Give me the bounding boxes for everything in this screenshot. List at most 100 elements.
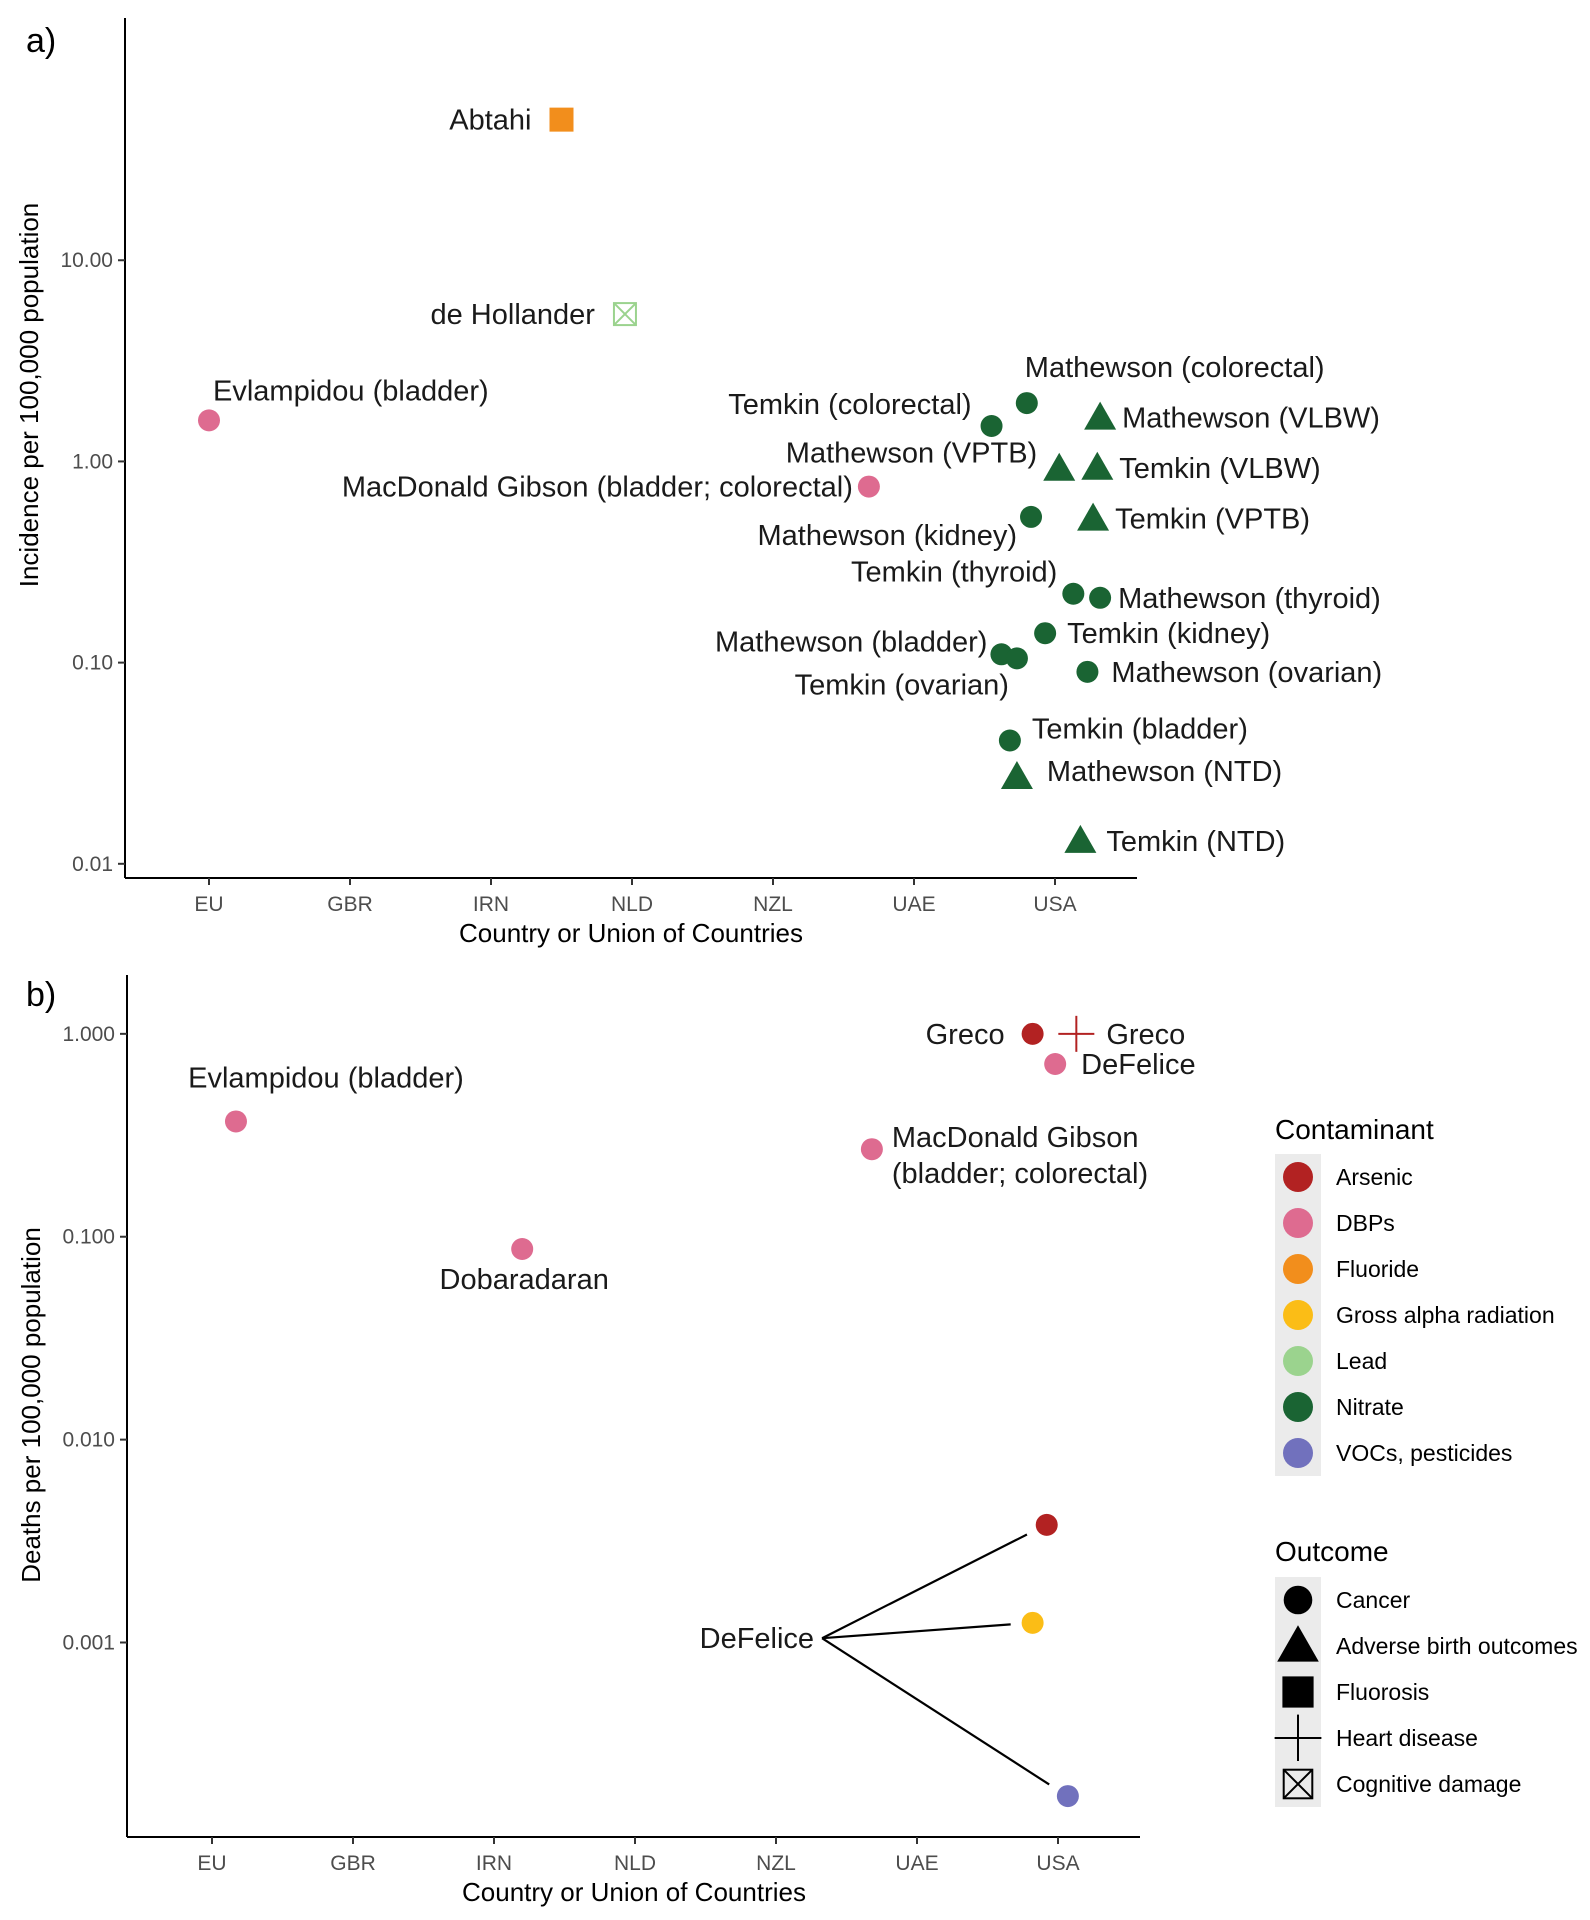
label-line: (bladder; colorectal)	[892, 1158, 1148, 1190]
panel-a-label-temkin-vlbw: Temkin (VLBW)	[1119, 453, 1320, 485]
panel-b-y-tick-label: 0.001	[62, 1632, 115, 1655]
legend-shape-cognitive-damage-diag-2	[1282, 1768, 1314, 1800]
label-line: Temkin (colorectal)	[728, 389, 971, 421]
label-line: Mathewson (VPTB)	[786, 438, 1037, 470]
panel-b-point-callout-6	[1035, 1513, 1058, 1536]
panel-a-label-temkin-bladder: Temkin (bladder)	[1032, 714, 1248, 746]
panel-a-labels: Abtahi de Hollander Evlampidou (bladder) Ma…	[213, 105, 1382, 858]
panel-b-point-dobaradaran	[511, 1238, 534, 1261]
legend-shape-heart-disease	[1274, 1714, 1322, 1762]
panel-a-x-tick-label: GBR	[327, 893, 373, 916]
legend-shape-cancer	[1283, 1585, 1313, 1615]
panel-a-x-tick-label: IRN	[473, 893, 509, 916]
label-line: Temkin (thyroid)	[851, 557, 1057, 589]
panel-a-label-temkin-vptb: Temkin (VPTB)	[1115, 504, 1310, 536]
legend-label-cognitive-damage: Cognitive damage	[1336, 1771, 1521, 1797]
panel-a-label-mathewson-ovarian: Mathewson (ovarian)	[1111, 657, 1382, 689]
panel-b-x-tick-label: NLD	[614, 1852, 656, 1875]
panel-a-label-mathewson-vlbw: Mathewson (VLBW)	[1122, 403, 1380, 435]
panel-b-points	[224, 1015, 1095, 1808]
panel-a-point-temkin-vptb	[1077, 502, 1110, 531]
label-line: Temkin (ovarian)	[795, 669, 1009, 701]
panel-a-point-abtahi	[549, 107, 574, 132]
legend-outcome-items: Cancer Adverse birth outcomes Fluorosis Hea…	[1274, 1577, 1578, 1807]
label-line: MacDonald Gibson	[892, 1122, 1139, 1154]
panel-a-point-temkin-thyroid	[1062, 582, 1085, 605]
legend-contaminant-items: Arsenic DBPs Fluoride Gross alpha radiation…	[1275, 1154, 1555, 1476]
panel-a-label-mathewson-bladder: Mathewson (bladder)	[715, 626, 987, 658]
legend-label-gross-alpha-radiation: Gross alpha radiation	[1336, 1302, 1555, 1328]
panel-a-label-temkin-kidney: Temkin (kidney)	[1067, 618, 1270, 650]
legend-label-arsenic: Arsenic	[1336, 1164, 1413, 1190]
legend-swatch-nitrate	[1283, 1392, 1313, 1422]
panel-b-x-ticks: EU GBR IRN NLD NZL UAE USA	[197, 1837, 1080, 1875]
legend-shape-adverse-birth-outcomes	[1277, 1625, 1319, 1662]
panel-b-label-dobaradaran: Dobaradaran	[440, 1264, 609, 1296]
legend-swatch-arsenic	[1283, 1162, 1313, 1192]
label-line: Temkin (bladder)	[1032, 714, 1248, 746]
panel-a-label-macdonald-gibson-bladder-colorectal: MacDonald Gibson (bladder; colorectal)	[342, 472, 853, 504]
panel-a-y-tick-label: 0.01	[72, 853, 113, 876]
legend-label-dbps: DBPs	[1336, 1210, 1395, 1236]
panel-a-point-mathewson-vptb	[1043, 452, 1076, 481]
label-line: Temkin (kidney)	[1067, 618, 1270, 650]
panel-a-point-temkin-bladder	[998, 729, 1021, 752]
panel-a-y-ticks: 10.00 1.00 0.10 0.01	[60, 249, 125, 876]
panel-a-point-evlampidou-bladder	[198, 409, 220, 432]
panel-b-point-evlampidou-bladder	[224, 1110, 247, 1133]
panel-a-label-temkin-thyroid: Temkin (thyroid)	[851, 557, 1057, 589]
panel-b-point-defelice	[1044, 1053, 1067, 1076]
panel-b-y-tick-label: 1.000	[62, 1023, 115, 1046]
legend-swatch-vocs-pesticides	[1283, 1438, 1313, 1468]
legend-label-nitrate: Nitrate	[1336, 1394, 1404, 1420]
panel-a-x-ticks: EU GBR IRN NLD NZL UAE USA	[194, 878, 1077, 916]
label-line: Mathewson (thyroid)	[1118, 583, 1381, 615]
legend-contaminant-title: Contaminant	[1275, 1114, 1434, 1145]
label-line: MacDonald Gibson (bladder; colorectal)	[342, 472, 853, 504]
legend-outcome-title: Outcome	[1275, 1536, 1389, 1567]
panel-a-point-mathewson-kidney	[1020, 505, 1043, 528]
panel-a: a) 10.00 1.00 0.10 0.01 EU GBR IRN NLD NZL UAE US…	[14, 18, 1382, 948]
panel-b-point-callout-7	[1021, 1611, 1044, 1634]
panel-b-tag: b)	[26, 976, 56, 1014]
panel-b-x-tick-label: NZL	[756, 1852, 796, 1875]
callout-label-defelice: DeFelice	[700, 1623, 814, 1655]
panel-a-point-mathewson-ntd	[1000, 761, 1033, 790]
panel-b-label-greco: Greco	[1106, 1019, 1185, 1051]
panel-a-point-de-hollander	[612, 302, 637, 327]
panel-a-point-temkin-ovarian	[1005, 647, 1028, 670]
panel-a-x-tick-label: USA	[1033, 893, 1076, 916]
label-line: Mathewson (VLBW)	[1122, 403, 1380, 435]
panel-b-x-tick-label: GBR	[330, 1852, 376, 1875]
label-line: Evlampidou (bladder)	[188, 1062, 464, 1094]
panel-a-point-temkin-ntd	[1064, 824, 1097, 853]
label-line: Temkin (VPTB)	[1115, 504, 1310, 536]
label-line: DeFelice	[1081, 1049, 1195, 1081]
panel-a-label-temkin-colorectal: Temkin (colorectal)	[728, 389, 971, 421]
callout-line	[821, 1533, 1028, 1640]
legend-label-fluorosis: Fluorosis	[1336, 1679, 1429, 1705]
panel-a-point-mathewson-thyroid	[1089, 586, 1112, 609]
panel-b-point-greco	[1021, 1022, 1044, 1045]
panel-a-x-tick-label: UAE	[892, 893, 935, 916]
panel-b-x-tick-label: IRN	[476, 1852, 512, 1875]
panel-a-label-abtahi: Abtahi	[449, 105, 531, 137]
panel-a-y-tick-label: 1.00	[72, 450, 113, 473]
panel-b-x-tick-label: USA	[1036, 1852, 1079, 1875]
panel-b: b) 1.000 0.100 0.010 0.001 EU GBR IRN NLD NZL UA…	[16, 975, 1196, 1907]
label-line: Mathewson (ovarian)	[1111, 657, 1382, 689]
panel-a-x-tick-label: NZL	[753, 893, 793, 916]
panel-b-x-axis-title: Country or Union of Countries	[462, 1877, 806, 1907]
legend-shape-fluorosis	[1282, 1676, 1314, 1708]
panel-a-label-de-hollander: de Hollander	[430, 299, 595, 331]
legend-label-lead: Lead	[1336, 1348, 1387, 1374]
panel-b-label-defelice: DeFelice	[1081, 1049, 1195, 1081]
legend-swatch-dbps	[1283, 1208, 1313, 1238]
panel-b-y-axis-title: Deaths per 100,000 population	[16, 1227, 46, 1583]
legend-swatch-lead	[1283, 1346, 1313, 1376]
panel-a-y-axis-title: Incidence per 100,000 population	[14, 203, 44, 588]
label-line: Mathewson (NTD)	[1047, 756, 1282, 788]
panel-b-label-greco: Greco	[926, 1019, 1005, 1051]
label-line: Abtahi	[449, 105, 531, 137]
